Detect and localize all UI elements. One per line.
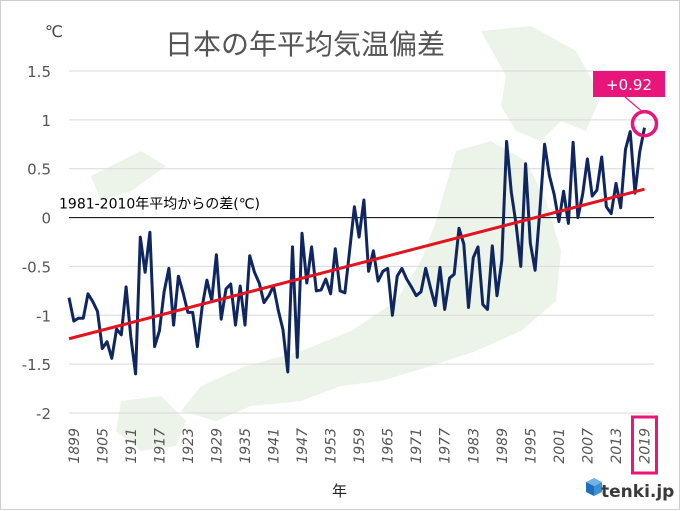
y-tick-label: 0.5 <box>27 161 51 179</box>
x-tick-label: 1965 <box>381 428 397 464</box>
tenki-logo-text: tenki.jp <box>601 482 675 502</box>
observed-anomaly-line <box>67 127 646 376</box>
y-tick-label: -1 <box>36 307 51 325</box>
x-tick-label: 1953 <box>324 428 340 464</box>
japan-map-watermark <box>91 26 601 451</box>
y-tick-label: 1 <box>41 112 51 130</box>
x-tick-label: 1959 <box>352 428 368 464</box>
x-tick-label: 1929 <box>209 428 225 464</box>
x-tick-label: 1947 <box>295 428 311 464</box>
x-tick-label: 1917 <box>152 428 168 464</box>
x-tick-label: 1983 <box>466 428 482 464</box>
callout-label: +0.92 <box>606 76 652 94</box>
x-axis-label: 年 <box>332 482 347 500</box>
callout-box <box>593 71 665 97</box>
x-tick-label: 1905 <box>95 428 111 464</box>
callout-leader-line <box>624 96 644 114</box>
baseline-label: 1981-2010年平均からの差(℃) <box>59 197 260 213</box>
x-tick-label: 1941 <box>267 428 283 464</box>
y-tick-label: -1.5 <box>22 356 51 374</box>
x-tick-label: 1923 <box>181 428 197 464</box>
latest-value-circle <box>630 109 659 138</box>
x-tick-label: 1935 <box>238 428 254 464</box>
tenki-cube-icon <box>586 478 602 496</box>
x-tick-label: 2001 <box>552 428 568 464</box>
y-unit-label: ℃ <box>45 22 63 41</box>
highlight-tick-box <box>630 415 658 475</box>
x-tick-label: 1989 <box>495 428 511 464</box>
x-tick-label: 1995 <box>523 428 539 464</box>
chart-title: 日本の年平均気温偏差 <box>165 28 445 61</box>
x-tick-label: 1911 <box>124 428 140 464</box>
x-tick-label: 2007 <box>580 428 596 464</box>
x-tick-label: 1899 <box>67 428 83 464</box>
trend-line <box>68 187 645 341</box>
y-tick-label: 0 <box>41 210 51 228</box>
x-tick-label: 1971 <box>409 428 425 464</box>
y-tick-label: -2 <box>36 405 51 423</box>
x-tick-label: 2013 <box>609 428 625 464</box>
x-tick-label: 2019 <box>637 428 653 464</box>
x-tick-label: 1977 <box>438 428 454 464</box>
y-tick-label: -0.5 <box>22 258 51 276</box>
y-tick-label: 1.5 <box>27 63 51 81</box>
